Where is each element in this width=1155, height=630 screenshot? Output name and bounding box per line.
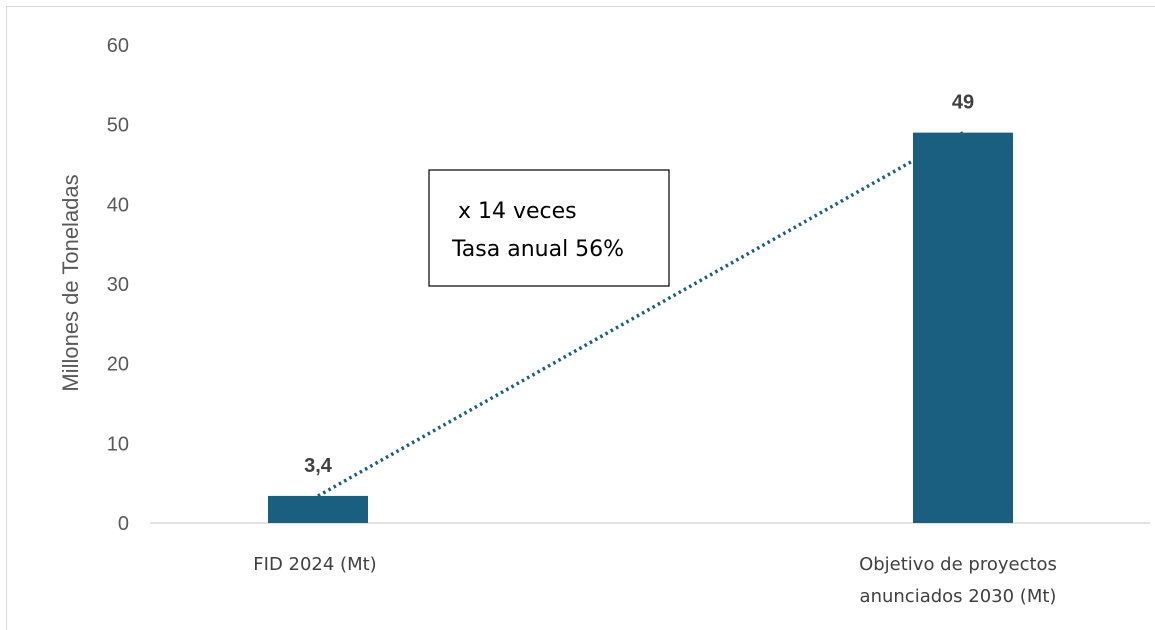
x-tick-label: Objetivo de proyectos xyxy=(859,554,1057,575)
x-tick-label: anunciados 2030 (Mt) xyxy=(860,586,1057,607)
bars xyxy=(268,132,1013,523)
annotation-line-1: x 14 veces xyxy=(458,199,577,224)
bar xyxy=(268,495,368,523)
y-axis: 0 10 20 30 40 50 60 xyxy=(107,35,129,535)
annotation-line-2: Tasa anual 56% xyxy=(451,237,624,262)
bar xyxy=(913,132,1013,523)
y-tick-label: 10 xyxy=(107,433,129,455)
data-label: 49 xyxy=(952,92,974,114)
y-tick-label: 40 xyxy=(107,194,129,216)
data-label: 3,4 xyxy=(304,455,333,477)
y-axis-title: Millones de Toneladas xyxy=(58,174,83,391)
x-axis-labels: FID 2024 (Mt) Objetivo de proyectos anunci… xyxy=(253,554,1057,607)
y-tick-label: 0 xyxy=(118,513,129,535)
y-tick-label: 50 xyxy=(107,115,129,137)
annotation-frame xyxy=(428,169,670,287)
y-tick-label: 20 xyxy=(107,354,129,376)
chart-frame xyxy=(6,6,1155,630)
annotation-box: x 14 veces Tasa anual 56% xyxy=(428,169,670,287)
x-tick-label: FID 2024 (Mt) xyxy=(253,554,376,575)
data-labels: 3,4 49 xyxy=(304,92,974,477)
y-tick-label: 30 xyxy=(107,274,129,296)
y-tick-label: 60 xyxy=(107,35,129,57)
